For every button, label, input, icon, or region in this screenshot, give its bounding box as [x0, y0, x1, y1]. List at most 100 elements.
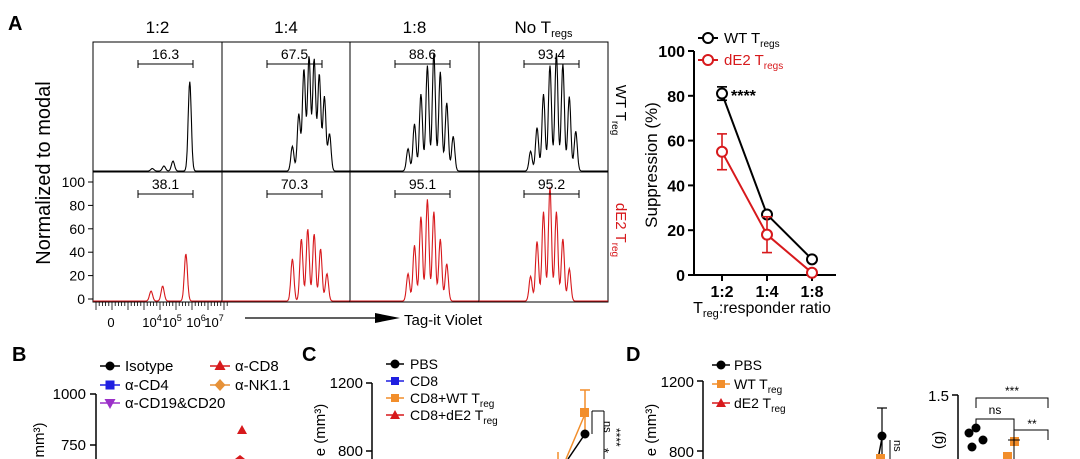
b-y-tick-label: 1000 — [53, 386, 86, 403]
b-legend-label: Isotype — [125, 358, 173, 375]
legend-entry-de2: dE2 Tregs — [698, 52, 783, 72]
histogram-x-tick-label: 107 — [204, 313, 223, 330]
histogram-cell-frame — [478, 171, 609, 303]
histogram-cell-r0-c3: 93.4 — [478, 41, 609, 173]
histogram-row-label-de2: dE2 Treg — [609, 203, 629, 257]
b-legend-label: α-NK1.1 — [235, 377, 290, 394]
x-tick-base: 0 — [107, 315, 114, 330]
c-y-axis-label: e (mm³) — [312, 404, 329, 457]
d-sig-label: ns — [891, 440, 903, 452]
histogram-cell-r1-c1: 70.3 — [221, 171, 351, 303]
histogram-trace — [350, 199, 479, 302]
d2-sig-bracket — [975, 418, 1015, 430]
legend-label: dE2 Tregs — [724, 52, 783, 72]
b-legend-entry: α-CD19&CD20 — [100, 395, 225, 412]
suppression-line-chart: 0 20 40 60 80 100 1:2 1:4 1:8 Suppression (%) Treg… — [642, 30, 836, 320]
c-legend-main: CD8+WT T — [410, 390, 480, 406]
x-label-rest: :responder ratio — [719, 300, 831, 317]
c-y-tick-label: 1200 — [330, 375, 363, 392]
c-legend-label: CD8 — [410, 373, 438, 389]
c-legend-sub: reg — [483, 416, 497, 427]
panel-label-a: A — [8, 13, 22, 35]
histogram-cell-r0-c2: 88.6 — [349, 41, 480, 173]
histogram-trace — [222, 56, 350, 172]
histogram-grid: 16.3 67.5 88.6 93.4 38.1 70.3 95.1 95.2 100 80 60 4… — [62, 41, 609, 307]
b-legend-marker — [214, 379, 226, 391]
histogram-gate: 95.1 — [394, 176, 451, 198]
y-tick-label: 60 — [667, 134, 685, 151]
x-tick-exp: 6 — [201, 313, 206, 323]
c-legend-entry: CD8 — [386, 373, 438, 389]
histogram-cell-r1-c3: 95.2 — [478, 171, 609, 303]
column-header-ratio: 1:8 — [403, 18, 427, 37]
d2-sig-label: *** — [1005, 384, 1019, 398]
column-header-no-tregs-sub: regs — [551, 28, 573, 40]
x-tick-base: 10 — [142, 315, 156, 330]
c-data-point — [580, 408, 589, 417]
data-point — [716, 145, 728, 158]
histogram-trace — [479, 186, 608, 302]
x-tick-label: 1:2 — [710, 284, 733, 301]
histogram-trace — [93, 81, 222, 172]
b-legend-entry: Isotype — [100, 358, 173, 375]
histogram-trace — [479, 53, 608, 172]
c-sig-label: * — [597, 448, 612, 453]
row-label-de2-main: dE2 T — [612, 203, 629, 243]
data-point — [761, 228, 773, 241]
d-y-axis-label: e (mm³) — [643, 404, 660, 457]
d2-sig-bracket — [975, 397, 1049, 408]
c-legend-label: CD8+WT Treg — [410, 390, 494, 410]
d2-data-point — [978, 435, 988, 445]
column-header-no-tregs: No Tregs — [515, 18, 573, 40]
panel-label-c: C — [302, 344, 316, 366]
y-tick-label: 40 — [667, 178, 685, 195]
c-legend-sub: reg — [480, 399, 494, 410]
c-y-tick-label: 800 — [338, 443, 363, 459]
histogram-cell-r0-c0: 16.3 — [92, 41, 223, 173]
histogram-gate: 16.3 — [137, 46, 194, 68]
b-data-point — [237, 425, 247, 434]
d-legend-sub: reg — [768, 385, 782, 396]
histogram-row-label-wt: WT Treg — [609, 85, 629, 136]
gate-percentage: 16.3 — [152, 46, 179, 62]
gate-percentage: 93.4 — [538, 46, 565, 62]
b-legend-marker — [105, 361, 115, 371]
c-legend-entry: PBS — [386, 356, 438, 372]
chart-y-axis-label: Suppression (%) — [642, 102, 661, 228]
histogram-cell-r0-c1: 67.5 — [221, 41, 351, 173]
d-y-tick-label: 1200 — [661, 374, 694, 391]
b-y-axis-label: mm³) — [31, 423, 48, 458]
histogram-y-tick-label: 60 — [69, 221, 85, 237]
histogram-x-axis-label: Tag-it Violet — [404, 312, 483, 329]
d-legend-main: dE2 T — [734, 395, 772, 411]
d-legend-label: PBS — [734, 357, 762, 373]
legend-marker — [702, 54, 714, 66]
b-legend-label: α-CD8 — [235, 358, 279, 375]
row-label-de2-sub: reg — [609, 243, 620, 257]
b-legend-entry: α-CD4 — [100, 377, 169, 394]
histogram-trace — [222, 229, 350, 302]
histogram-x-tick-label: 105 — [162, 313, 181, 330]
d2-sig-label: ns — [989, 403, 1002, 417]
d-y-tick-label: 800 — [669, 444, 694, 459]
y-tick-label: 0 — [676, 268, 685, 285]
x-tick-exp: 4 — [157, 313, 162, 323]
x-tick-base: 10 — [162, 315, 176, 330]
c-sig-label: ns — [601, 421, 613, 433]
histogram-y-tick-label: 20 — [69, 268, 85, 284]
row-label-wt-sub: reg — [609, 121, 620, 135]
c-data-point — [580, 429, 590, 439]
gate-percentage: 70.3 — [281, 176, 308, 192]
column-header-ratio: 1:2 — [146, 18, 170, 37]
histogram-trace — [93, 253, 222, 302]
column-header-no-tregs-main: No T — [515, 18, 552, 37]
svg-text:WT Treg: WT Treg — [609, 85, 629, 136]
d2-data-point — [1003, 452, 1012, 459]
d2-data-point — [964, 428, 974, 438]
c-series-line — [565, 413, 586, 459]
y-tick-label: 100 — [658, 44, 685, 61]
d2-y-tick-label: 1.5 — [928, 388, 949, 405]
histogram-gate: 88.6 — [394, 46, 451, 68]
